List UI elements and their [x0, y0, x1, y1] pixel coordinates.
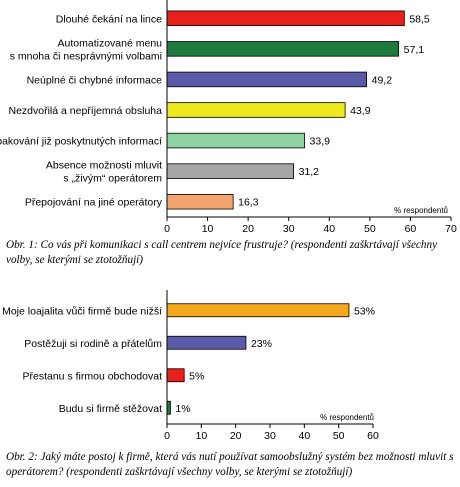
category-label-3: Přestanu s firmou obchodovat — [23, 370, 163, 382]
category-label-line: Opakování již poskytnutých informací — [0, 136, 162, 148]
value-label-4: 1% — [175, 403, 190, 415]
unit-label: % respondentů — [394, 206, 448, 215]
bar-6 — [166, 163, 294, 179]
value-label-7: 16,3 — [238, 197, 259, 209]
value-label-1: 58,5 — [409, 13, 430, 25]
bar-1 — [166, 303, 350, 318]
category-label-7: Přepojování na jiné operátory — [25, 197, 163, 209]
category-label-2: Postěžuji si rodině a přátelům — [24, 338, 162, 350]
x-tick-label: 40 — [298, 430, 310, 442]
caption-figure-2: Obr. 2: Jaký máte postoj k firmě, která … — [6, 451, 454, 478]
chart-2-attitude: Moje loajalita vůči firmě bude nižší 53% P… — [2, 290, 379, 442]
category-label-line: s „živým“ operátorem — [63, 173, 162, 185]
x-tick-label: 50 — [364, 223, 376, 235]
bar-7 — [166, 193, 234, 210]
x-tick-label: 60 — [405, 223, 417, 235]
x-tick-label: 60 — [367, 430, 379, 442]
category-label-6: Absence možnosti mluvit s „živým“ operáto… — [46, 160, 162, 185]
bar-1 — [166, 10, 405, 27]
bar-3 — [166, 368, 185, 383]
category-label-1: Dlouhé čekání na lince — [56, 13, 162, 25]
category-label-3: Neúplné či chybné informace — [27, 74, 163, 86]
x-tick-label: 30 — [283, 223, 295, 235]
category-label-line: Nezdvořilá a nepříjemná obsluha — [8, 105, 162, 117]
category-label-2: Automatizované menu s mnoha či nesprávným… — [10, 37, 162, 62]
category-label-line: Přestanu s firmou obchodovat — [23, 370, 163, 382]
bar-3 — [166, 71, 368, 88]
x-tick-label: 0 — [164, 223, 170, 235]
value-label-2: 57,1 — [404, 44, 425, 56]
value-label-2: 23% — [251, 338, 272, 350]
category-label-5: Opakování již poskytnutých informací — [0, 136, 162, 148]
value-label-3: 49,2 — [372, 74, 393, 86]
x-tick-label: 70 — [445, 223, 457, 235]
x-tick-label: 50 — [333, 430, 345, 442]
category-label-line: Dlouhé čekání na lince — [56, 13, 162, 25]
x-tick-label: 10 — [195, 430, 207, 442]
bar-5 — [166, 132, 305, 149]
value-label-3: 5% — [189, 370, 204, 382]
x-tick-label: 30 — [264, 430, 276, 442]
x-tick-label: 40 — [323, 223, 335, 235]
value-label-4: 43,9 — [350, 105, 371, 117]
category-label-1: Moje loajalita vůči firmě bude nižší — [2, 305, 162, 317]
x-tick-label: 20 — [230, 430, 242, 442]
value-label-5: 33,9 — [310, 136, 331, 148]
category-label-line: Absence možnosti mluvit — [46, 160, 162, 172]
value-label-6: 31,2 — [299, 166, 320, 178]
x-tick-label: 0 — [164, 430, 170, 442]
bar-4 — [166, 102, 346, 118]
category-label-4: Budu si firmě stěžovat — [59, 403, 162, 415]
category-label-line: Neúplné či chybné informace — [27, 74, 163, 86]
category-label-line: Budu si firmě stěžovat — [59, 403, 162, 415]
category-label-line: Automatizované menu — [58, 37, 163, 49]
category-label-line: s mnoha či nesprávnými volbami — [10, 50, 162, 62]
value-label-1: 53% — [354, 305, 375, 317]
category-label-line: Postěžuji si rodině a přátelům — [24, 338, 162, 350]
category-label-line: Moje loajalita vůči firmě bude nižší — [2, 305, 162, 317]
chart-1-frustrations: Dlouhé čekání na lince 58,5 Automatizované… — [0, 0, 457, 235]
bar-4 — [166, 400, 171, 415]
bar-2 — [166, 41, 400, 57]
x-tick-label: 20 — [242, 223, 254, 235]
category-label-4: Nezdvořilá a nepříjemná obsluha — [8, 105, 162, 117]
x-tick-label: 10 — [202, 223, 214, 235]
caption-figure-1: Obr. 1: Co vás při komunikaci s call cen… — [6, 239, 438, 266]
bar-2 — [166, 335, 247, 350]
unit-label: % respondentů — [320, 413, 374, 422]
category-label-line: Přepojování na jiné operátory — [25, 197, 163, 209]
